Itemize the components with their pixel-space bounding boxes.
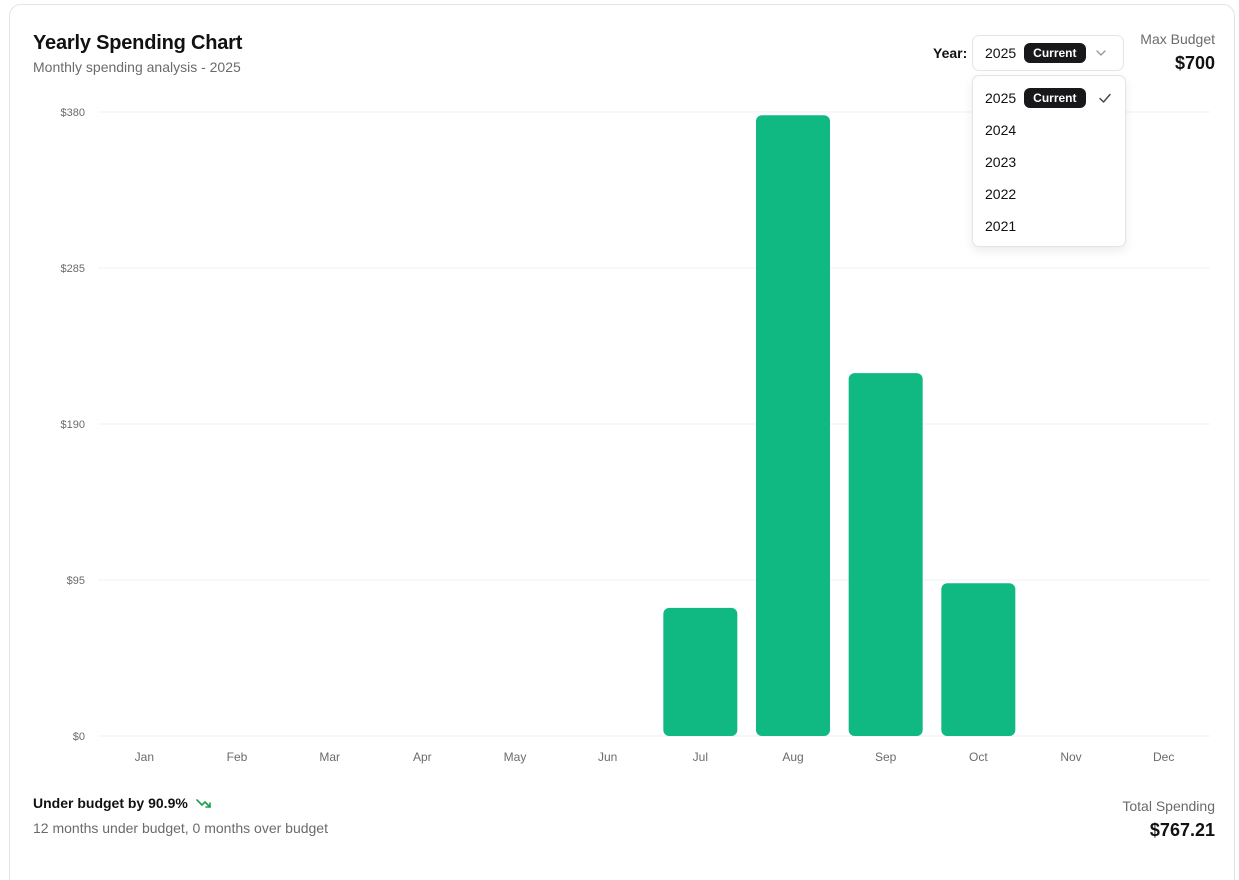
year-option-2025[interactable]: 2025 Current [973, 82, 1125, 114]
bar-oct [941, 583, 1016, 736]
y-tick-label: $95 [67, 575, 85, 587]
x-tick-label: Jul [693, 750, 708, 764]
year-option-label: 2021 [985, 218, 1017, 234]
budget-detail: 12 months under budget, 0 months over bu… [33, 820, 328, 836]
x-tick-label: Jun [598, 750, 617, 764]
budget-status-text: Under budget by 90.9% [33, 795, 188, 811]
check-icon [1099, 93, 1111, 103]
max-budget-value: $700 [1174, 53, 1215, 73]
x-tick-label: Mar [319, 750, 340, 764]
bar-jul [663, 607, 738, 736]
year-option-2021[interactable]: 2021 [973, 210, 1125, 242]
y-tick-label: $380 [61, 107, 85, 119]
total-spending-label: Total Spending [1122, 798, 1215, 814]
bar-sep [848, 373, 923, 736]
year-option-2022[interactable]: 2022 [973, 178, 1125, 210]
year-option-label: 2024 [985, 122, 1017, 138]
x-tick-label: Sep [875, 750, 897, 764]
x-tick-label: Aug [782, 750, 803, 764]
year-option-2023[interactable]: 2023 [973, 146, 1125, 178]
year-label: Year: [933, 45, 968, 61]
x-tick-label: Jan [135, 750, 154, 764]
x-tick-label: Nov [1060, 750, 1081, 764]
x-tick-label: Dec [1153, 750, 1174, 764]
budget-status: Under budget by 90.9% [33, 795, 212, 811]
x-tick-label: May [504, 750, 527, 764]
current-badge: Current [1024, 88, 1086, 108]
page-subtitle: Monthly spending analysis - 2025 [33, 59, 241, 75]
year-option-label: 2023 [985, 154, 1017, 170]
year-select-value: 2025 [985, 45, 1017, 61]
bar-aug [756, 115, 830, 737]
current-badge: Current [1024, 43, 1086, 63]
year-dropdown: 2025 Current 2024 2023 2022 2021 [972, 75, 1126, 247]
total-spending-value: $767.21 [1149, 820, 1215, 840]
trending-down-icon [196, 799, 211, 808]
chevron-down-icon [1096, 50, 1106, 56]
year-select[interactable]: 2025 Current [972, 35, 1124, 71]
y-tick-label: $285 [61, 263, 85, 275]
y-tick-label: $190 [61, 419, 85, 431]
max-budget-label: Max Budget [1140, 31, 1215, 47]
x-tick-label: Apr [413, 750, 432, 764]
year-option-label: 2022 [985, 186, 1017, 202]
x-tick-label: Oct [969, 750, 988, 764]
year-option-2024[interactable]: 2024 [973, 114, 1125, 146]
page-title: Yearly Spending Chart [33, 32, 243, 54]
year-option-label: 2025 [985, 90, 1017, 106]
x-tick-label: Feb [227, 750, 248, 764]
y-tick-label: $0 [73, 731, 85, 743]
